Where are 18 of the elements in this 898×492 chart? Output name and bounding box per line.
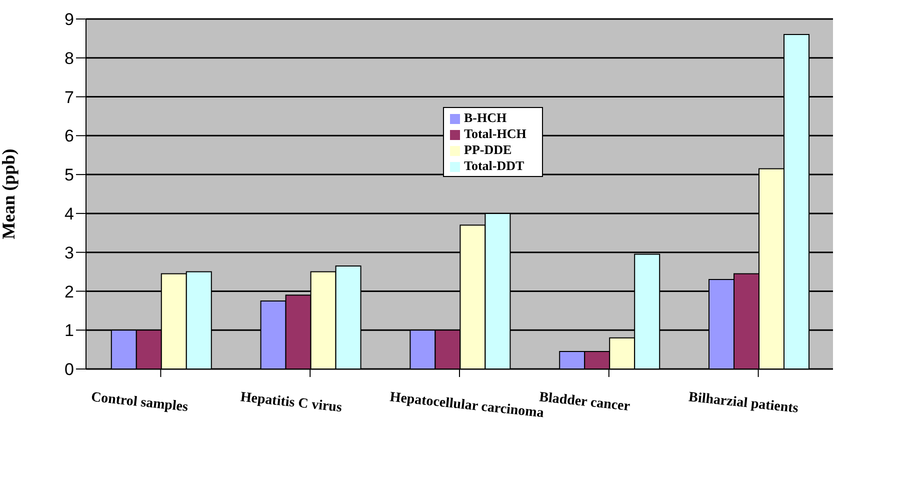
legend-label: PP-DDE [464,142,512,157]
y-axis-title: Mean (ppb) [0,148,18,240]
y-tick-label: 2 [64,282,74,302]
x-tick-label: Control samples [90,390,190,416]
legend-label: Total-HCH [464,126,526,141]
legend-label: Total-DDT [464,158,524,173]
y-tick-label: 6 [64,126,74,146]
y-tick-label: 4 [64,204,74,224]
y-tick-label: 9 [64,10,74,30]
y-tick-label: 1 [64,321,74,340]
legend-label: B-HCH [464,110,507,125]
x-tick-label: Bilharzial patients [688,390,800,417]
y-tick-label: 7 [64,88,74,107]
y-tick-label: 0 [64,360,74,380]
x-tick-label: Hepatitis C virus [240,390,344,416]
y-tick-label: 5 [64,166,74,185]
y-tick-label: 8 [64,48,74,68]
y-tick-label: 3 [64,243,74,262]
